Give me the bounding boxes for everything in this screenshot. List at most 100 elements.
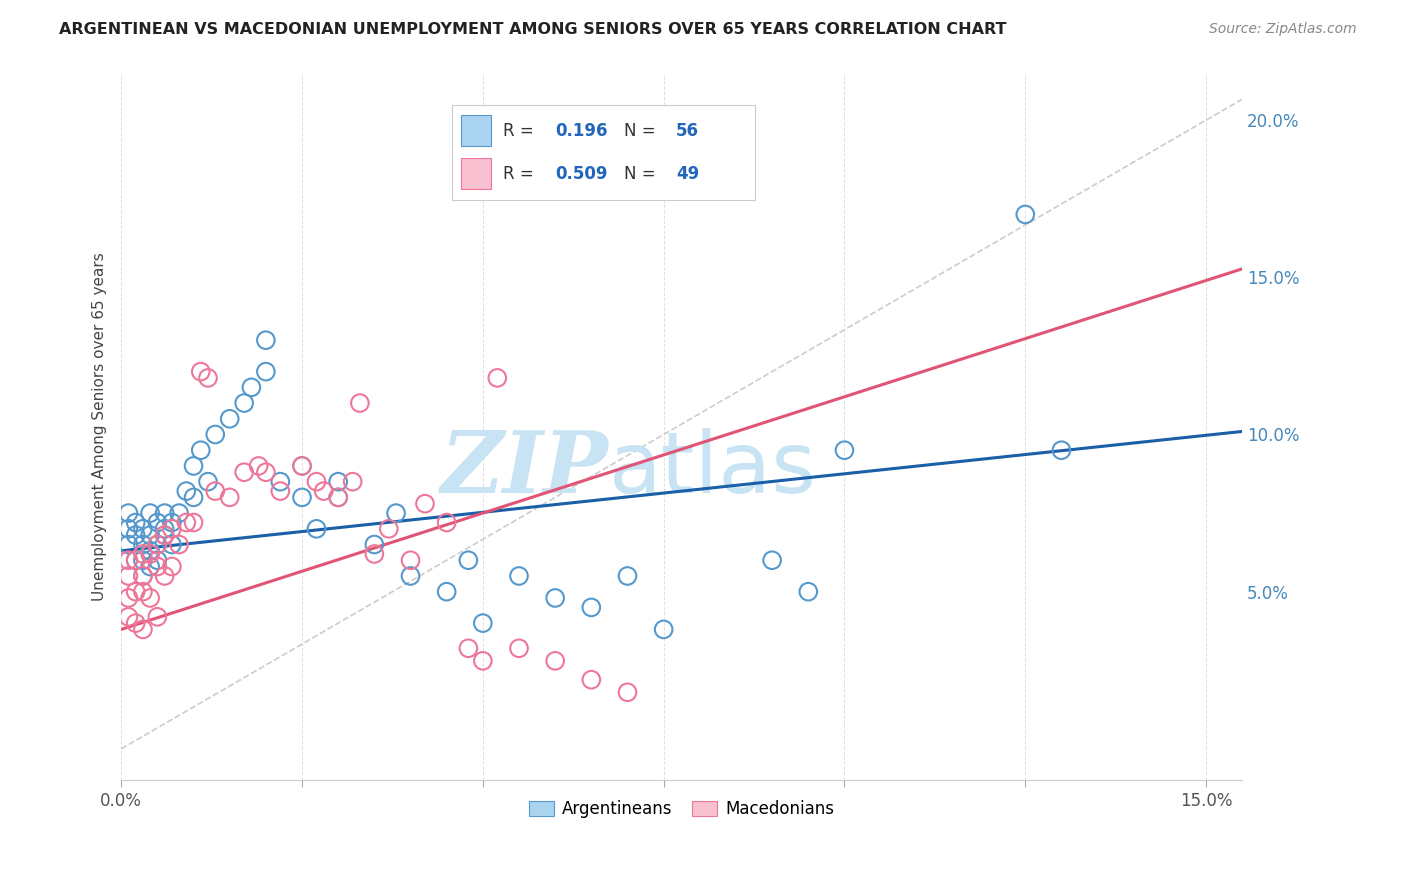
Point bbox=[117, 506, 139, 520]
Point bbox=[160, 516, 183, 530]
Point bbox=[328, 491, 350, 505]
Point bbox=[305, 475, 328, 489]
Point bbox=[183, 516, 205, 530]
Point bbox=[486, 371, 509, 385]
Point bbox=[1050, 443, 1073, 458]
Point bbox=[125, 528, 148, 542]
Point bbox=[125, 584, 148, 599]
Point bbox=[146, 610, 169, 624]
Point bbox=[139, 559, 162, 574]
Point bbox=[652, 623, 675, 637]
Point bbox=[197, 371, 219, 385]
Point bbox=[385, 506, 408, 520]
Point bbox=[436, 516, 458, 530]
Point bbox=[153, 528, 176, 542]
Point bbox=[125, 553, 148, 567]
Point bbox=[160, 537, 183, 551]
Point bbox=[457, 553, 479, 567]
Point bbox=[508, 641, 530, 656]
Point bbox=[153, 522, 176, 536]
Point bbox=[117, 553, 139, 567]
Point bbox=[240, 380, 263, 394]
Point bbox=[797, 584, 820, 599]
Point bbox=[616, 569, 638, 583]
Point bbox=[176, 516, 198, 530]
Point bbox=[269, 475, 291, 489]
Text: Source: ZipAtlas.com: Source: ZipAtlas.com bbox=[1209, 22, 1357, 37]
Point bbox=[254, 333, 277, 347]
Point bbox=[125, 516, 148, 530]
Point bbox=[399, 553, 422, 567]
Point bbox=[834, 443, 856, 458]
Point bbox=[132, 522, 155, 536]
Point bbox=[233, 396, 256, 410]
Point bbox=[413, 497, 436, 511]
Point bbox=[117, 610, 139, 624]
Point bbox=[581, 600, 603, 615]
Point bbox=[761, 553, 783, 567]
Point bbox=[471, 616, 494, 631]
Point bbox=[218, 491, 240, 505]
Point bbox=[153, 506, 176, 520]
Point bbox=[139, 528, 162, 542]
Point bbox=[436, 584, 458, 599]
Point bbox=[146, 559, 169, 574]
Point bbox=[117, 569, 139, 583]
Point bbox=[132, 547, 155, 561]
Point bbox=[254, 365, 277, 379]
Point bbox=[139, 506, 162, 520]
Point bbox=[125, 553, 148, 567]
Point bbox=[146, 516, 169, 530]
Point bbox=[204, 484, 226, 499]
Point bbox=[378, 522, 401, 536]
Point bbox=[132, 553, 155, 567]
Point bbox=[139, 547, 162, 561]
Point bbox=[153, 528, 176, 542]
Point bbox=[544, 654, 567, 668]
Point bbox=[146, 537, 169, 551]
Point bbox=[342, 475, 364, 489]
Point bbox=[399, 569, 422, 583]
Point bbox=[247, 458, 270, 473]
Point bbox=[508, 569, 530, 583]
Point bbox=[167, 537, 190, 551]
Point bbox=[254, 465, 277, 479]
Point bbox=[117, 591, 139, 605]
Point bbox=[160, 559, 183, 574]
Point bbox=[204, 427, 226, 442]
Point bbox=[581, 673, 603, 687]
Legend: Argentineans, Macedonians: Argentineans, Macedonians bbox=[522, 794, 841, 825]
Point bbox=[146, 537, 169, 551]
Point bbox=[132, 569, 155, 583]
Point bbox=[312, 484, 335, 499]
Point bbox=[328, 475, 350, 489]
Point bbox=[132, 584, 155, 599]
Point bbox=[218, 411, 240, 425]
Point bbox=[1014, 207, 1036, 221]
Point bbox=[160, 522, 183, 536]
Point bbox=[139, 544, 162, 558]
Point bbox=[197, 475, 219, 489]
Text: atlas: atlas bbox=[609, 427, 817, 510]
Point bbox=[176, 484, 198, 499]
Point bbox=[132, 623, 155, 637]
Point bbox=[457, 641, 479, 656]
Point bbox=[125, 616, 148, 631]
Point bbox=[183, 458, 205, 473]
Text: ARGENTINEAN VS MACEDONIAN UNEMPLOYMENT AMONG SENIORS OVER 65 YEARS CORRELATION C: ARGENTINEAN VS MACEDONIAN UNEMPLOYMENT A… bbox=[59, 22, 1007, 37]
Text: ZIP: ZIP bbox=[441, 427, 609, 511]
Point bbox=[233, 465, 256, 479]
Point bbox=[190, 443, 212, 458]
Point bbox=[117, 537, 139, 551]
Y-axis label: Unemployment Among Seniors over 65 years: Unemployment Among Seniors over 65 years bbox=[93, 252, 107, 601]
Point bbox=[328, 491, 350, 505]
Point bbox=[153, 569, 176, 583]
Point bbox=[117, 522, 139, 536]
Point bbox=[183, 491, 205, 505]
Point bbox=[269, 484, 291, 499]
Point bbox=[471, 654, 494, 668]
Point bbox=[167, 506, 190, 520]
Point bbox=[363, 537, 385, 551]
Point bbox=[544, 591, 567, 605]
Point bbox=[363, 547, 385, 561]
